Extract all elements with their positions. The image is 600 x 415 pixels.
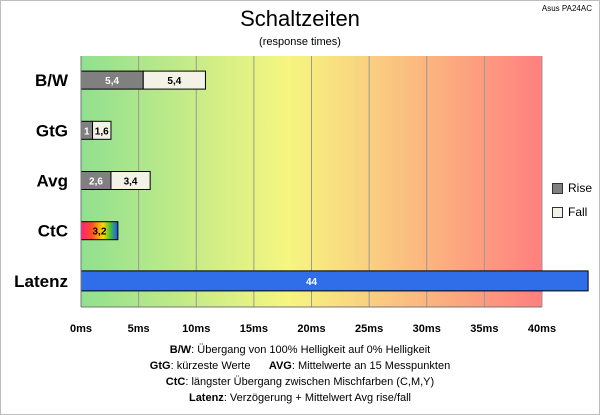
note-ctc: CtC: längster Übergang zwischen Mischfar… (165, 376, 435, 388)
category-label: CtC (38, 222, 68, 241)
note-latenz: Latenz: Verzögerung + Mittelwert Avg ris… (188, 392, 412, 404)
x-ticks: 0ms 5ms 10ms 15ms 20ms 25ms 30ms 35ms 40ms (70, 323, 556, 335)
data-label-rise: 1 (84, 126, 90, 137)
x-tick-label: 5ms (128, 323, 150, 335)
legend-item-fall: Fall (552, 204, 592, 220)
legend-swatch-fall (552, 206, 563, 218)
legend-swatch-rise (552, 182, 563, 194)
bars: 5,4 5,4 1 1,6 2,6 3,4 3,2 44 (80, 70, 589, 292)
data-label-ctc: 3,2 (92, 227, 106, 238)
data-label-rise: 5,4 (105, 76, 119, 87)
chart-notes: B/W: Übergang von 100% Helligkeit auf 0%… (0, 342, 600, 406)
x-tick-label: 25ms (355, 323, 383, 335)
data-label-latenz: 44 (306, 277, 318, 288)
category-labels: B/W GtG Avg CtC Latenz (14, 71, 69, 291)
x-tick-label: 40ms (528, 323, 556, 335)
data-label-rise: 2,6 (89, 177, 103, 188)
legend-item-rise: Rise (552, 180, 592, 196)
data-label-fall: 5,4 (167, 76, 181, 87)
legend-label-rise: Rise (568, 181, 593, 195)
x-tick-label: 35ms (470, 323, 498, 335)
data-label-fall: 1,6 (95, 126, 109, 137)
bar-fall (110, 171, 151, 190)
legend: Rise Fall (552, 180, 592, 228)
legend-label-fall: Fall (568, 205, 588, 219)
x-tick-label: 30ms (413, 323, 441, 335)
bar-fall (142, 70, 206, 90)
bar-latenz (80, 270, 589, 292)
chart-subtitle: (response times) (259, 36, 341, 48)
note-gtg-avg: GtG: kürzeste Werte AVG: Mittelwerte an … (149, 360, 451, 372)
x-tick-label: 0ms (70, 323, 92, 335)
category-label: Latenz (14, 272, 68, 291)
x-tick-label: 10ms (182, 323, 210, 335)
category-label: GtG (36, 121, 68, 140)
category-label: Avg (37, 172, 69, 191)
data-label-fall: 3,4 (124, 177, 138, 188)
x-tick-label: 20ms (297, 323, 325, 335)
chart-title: Schaltzeiten (240, 6, 360, 31)
x-tick-label: 15ms (240, 323, 268, 335)
note-bw: B/W: Übergang von 100% Helligkeit auf 0%… (169, 344, 431, 356)
bar-fall (92, 120, 112, 140)
category-label: B/W (35, 71, 69, 90)
monitor-model: Asus PA24AC (541, 4, 592, 13)
